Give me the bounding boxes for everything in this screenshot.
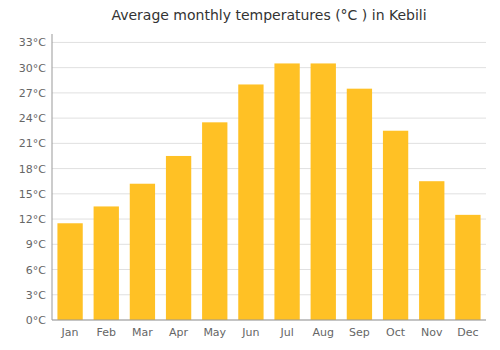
- y-tick-label: 12°C: [19, 213, 46, 226]
- x-axis: Jan Feb Mar Apr May Jun Jul Aug Sep Oct Nov Dec: [52, 320, 486, 339]
- bar: [202, 122, 227, 320]
- bar: [238, 84, 263, 320]
- y-tick-label: 18°C: [19, 163, 46, 176]
- bar: [94, 206, 119, 320]
- y-tick-label: 9°C: [26, 238, 46, 251]
- y-tick-label: 0°C: [26, 314, 46, 327]
- grid-line: [52, 320, 486, 321]
- y-tick-label: 24°C: [19, 112, 46, 125]
- bar: [311, 63, 336, 320]
- x-tick-label: Jun: [241, 326, 259, 339]
- x-tick-label: Feb: [97, 326, 116, 339]
- x-tick-label: Dec: [457, 326, 478, 339]
- x-tick-label: Nov: [421, 326, 443, 339]
- y-tick-label: 27°C: [19, 87, 46, 100]
- y-tick-label: 30°C: [19, 62, 46, 75]
- y-tick-label: 15°C: [19, 188, 46, 201]
- page: {"chart_data": {"type": "bar", "title": …: [0, 0, 500, 350]
- grid-line: [52, 118, 486, 119]
- bar: [57, 223, 82, 320]
- y-axis: 0°C 3°C 6°C 9°C 12°C 15°C 18°C 21°C 24°C 27°C 30°C…: [19, 34, 486, 327]
- x-tick-label: Jan: [61, 326, 79, 339]
- x-tick-label: Oct: [386, 326, 406, 339]
- grid-line: [52, 42, 486, 43]
- bars: [57, 63, 480, 320]
- title: Average monthly temperatures (°C ) in Ke…: [111, 7, 426, 23]
- x-tick-label: May: [203, 326, 226, 339]
- chart: Average monthly temperatures (°C ) in Ke…: [0, 0, 500, 350]
- x-tick-label: Jul: [279, 326, 293, 339]
- x-axis-line: [52, 320, 486, 321]
- bar: [347, 89, 372, 320]
- bar: [383, 131, 408, 320]
- x-tick-label: Mar: [132, 326, 153, 339]
- grid-line: [52, 168, 486, 169]
- y-tick-label: 6°C: [26, 264, 46, 277]
- grid-line: [52, 143, 486, 144]
- grid-line: [52, 92, 486, 93]
- bar: [274, 63, 299, 320]
- x-tick-label: Apr: [169, 326, 189, 339]
- bar: [130, 184, 155, 320]
- bar: [419, 181, 444, 320]
- y-axis-line: [52, 34, 53, 320]
- y-tick-label: 3°C: [26, 289, 46, 302]
- x-tick-label: Sep: [349, 326, 370, 339]
- bar: [166, 156, 191, 320]
- bar: [455, 215, 480, 320]
- y-tick-label: 21°C: [19, 137, 46, 150]
- x-tick-label: Aug: [313, 326, 334, 339]
- y-tick-label: 33°C: [19, 36, 46, 49]
- grid-line: [52, 67, 486, 68]
